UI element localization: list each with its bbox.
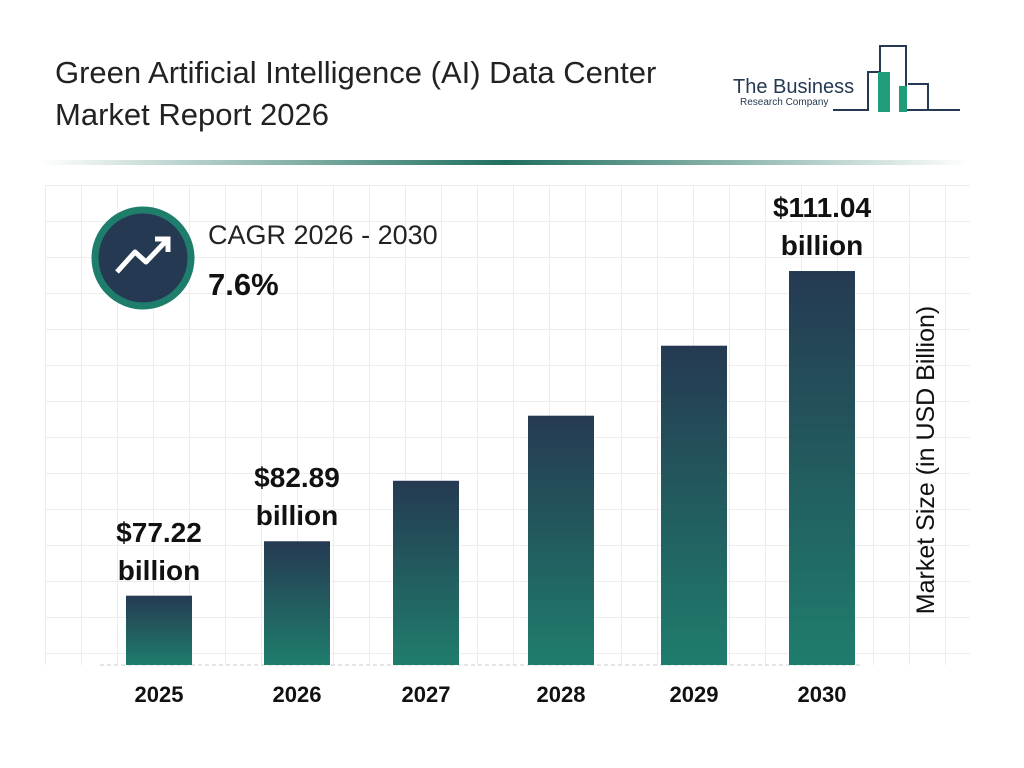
bar (126, 595, 192, 665)
cagr-arrow (115, 238, 169, 274)
bar (789, 271, 855, 665)
cagr-value: 7.6% (208, 267, 279, 302)
brand-name: The Business (733, 76, 854, 98)
bar (393, 480, 459, 665)
x-tick-label: 2026 (272, 682, 322, 707)
bar (528, 415, 594, 665)
x-tick-label: 2029 (669, 682, 719, 707)
x-tick-label: 2025 (134, 682, 184, 707)
cagr-arrow-head (155, 236, 171, 252)
x-tick-label: 2028 (536, 682, 586, 707)
brand-sub: Research Company (740, 97, 828, 108)
value-label: $77.22 billion (116, 516, 202, 586)
x-tick-label: 2027 (401, 682, 451, 707)
bar (661, 345, 727, 665)
y-axis-label: Market Size (in USD Billion) (912, 306, 940, 614)
x-tick-label: 2030 (797, 682, 847, 707)
cagr-label: CAGR 2026 - 2030 (208, 220, 438, 250)
bar (264, 541, 330, 665)
value-label: $82.89 billion (254, 462, 340, 532)
value-label: $111.04 billion (772, 192, 872, 262)
chart-title: Green Artificial Intelligence (AI) Data … (55, 55, 657, 132)
logo: The Business Research Company (733, 45, 960, 112)
separator (40, 160, 970, 165)
